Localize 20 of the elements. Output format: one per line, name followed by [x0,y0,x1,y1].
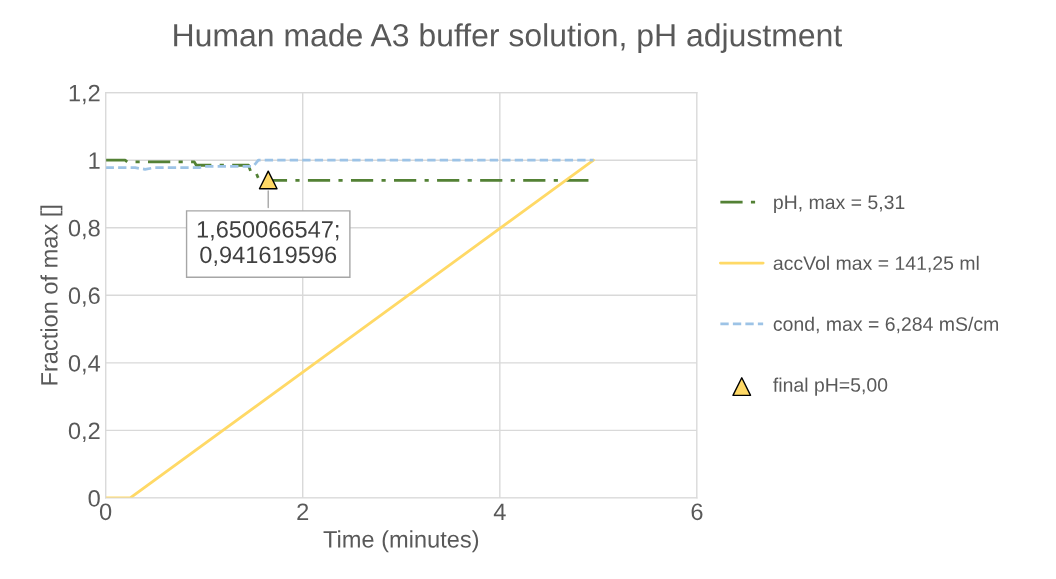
line-series [105,158,595,171]
legend-label: cond, max = 6,284 mS/cm [773,316,998,334]
annotation: 1,650066547; 0,941619596 [197,220,339,266]
legend-label: accVol max = 141,25 ml [773,255,979,273]
x-tick-label: 0 [99,503,112,521]
y-tick-label: 1 [89,152,100,169]
y-tick-label: 0 [88,490,100,507]
legend-label: pH, max = 5,31 [774,195,905,213]
x-tick-label: 6 [691,503,703,521]
x-axis-title: Time (minutes) [323,530,479,553]
x-tick-label: 4 [493,503,506,520]
y-tick-label: 0,4 [68,354,101,375]
y-tick-label: 0,8 [68,219,100,240]
y-tick-label: 1,2 [69,84,100,105]
y-axis-title: Fraction of max [] [40,205,63,385]
chart-title: Human made A3 buffer solution, pH adjustment [174,23,842,53]
legend-label: final pH=5,00 [773,377,888,396]
x-tick-label: 2 [297,503,309,520]
y-tick-label: 0,2 [68,422,100,442]
y-tick-label: 0,6 [68,287,100,307]
